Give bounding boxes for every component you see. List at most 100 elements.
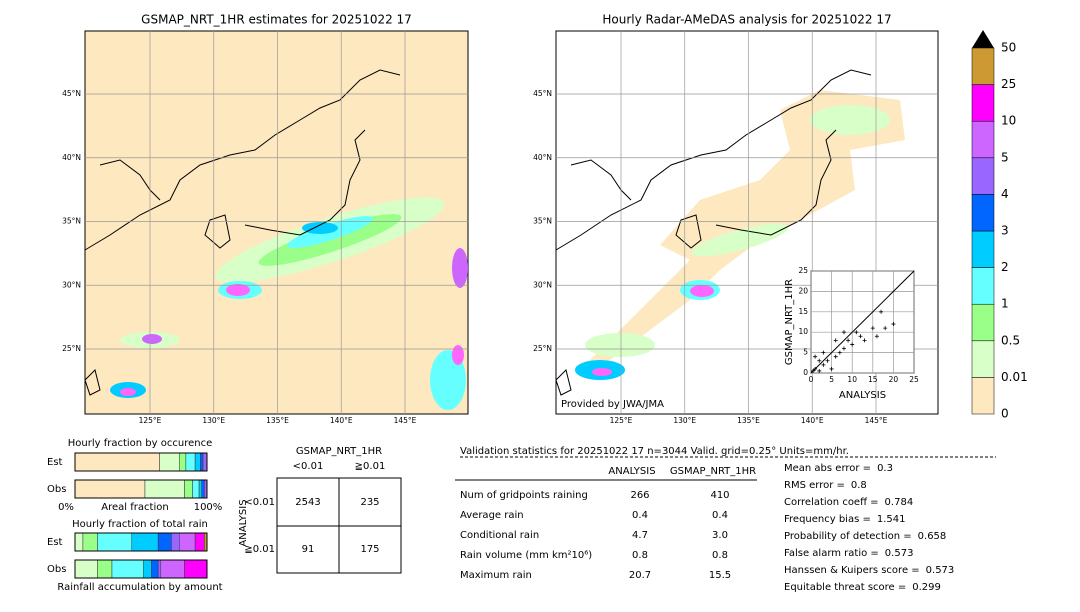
colorbar-label: 1 [1001,297,1009,311]
stat-label: Rain volume (mm km²10⁶) [460,550,592,561]
scatter-point [850,342,855,347]
lat-label: 45°N [62,89,81,98]
row-title: ANALYSIS [238,499,249,546]
axis-label: Rainfall accumulation by amount [57,582,222,593]
colorbar-label: 5 [1001,150,1009,164]
scatter-point [858,334,863,339]
bar-frame [74,479,208,499]
score-label: Hanssen & Kuipers score = [784,565,920,576]
bar-frame [74,559,208,579]
lon-label: 125°E [610,416,633,425]
row-label: <0.01 [244,497,275,508]
score-label: Correlation coeff = [784,497,879,508]
fraction-segment [179,532,196,552]
panel-title: Hourly fraction of total rain [72,519,208,530]
scatter-point [883,326,888,331]
colorbar-label: 4 [1001,187,1009,201]
colorbar-label: 0.5 [1001,333,1020,347]
fraction-segment [160,559,185,579]
x-tick-label: 5 [829,375,834,384]
scatter-point [813,354,818,359]
x-tick-label: 20 [889,375,899,384]
colorbar-label: 3 [1001,224,1009,238]
scatter-point [833,354,838,359]
stat-label: Average rain [460,510,524,521]
fraction-segment [97,559,113,579]
y-tick-label: 20 [798,286,808,295]
fraction-segment [194,452,201,472]
scatter-point [829,366,834,371]
diagonal [810,270,915,374]
scatter-point [854,330,859,335]
fraction-segment [179,452,187,472]
fraction-segment [198,479,202,499]
stat-value: 410 [710,490,729,501]
x-tick-label: 0 [809,375,814,384]
stat-label: Maximum rain [460,570,532,581]
map-title: Hourly Radar-AMeDAS analysis for 2025102… [602,13,891,27]
scatter-point [841,330,846,335]
colorbar-label: 0.01 [1001,370,1028,384]
colorbar-segment [971,84,995,122]
lon-label: 145°E [394,416,417,425]
stat-value: 4.7 [632,530,648,541]
score-value: 0.658 [918,531,947,542]
row-label: Est [47,457,63,468]
score-value: 0.3 [877,463,893,474]
y-tick-label: 10 [798,327,808,336]
lon-label: 140°E [801,416,824,425]
axis-label: 0% [58,502,74,513]
fraction-segment [144,479,185,499]
scatter-point [837,350,842,355]
fraction-segment [131,532,159,552]
lat-label: 40°N [533,153,552,162]
fraction-segment [192,479,200,499]
lon-label: 130°E [673,416,696,425]
stat-value: 0.4 [632,510,648,521]
lat-label: 25°N [62,344,81,353]
score-label: Equitable threat score = [784,582,906,593]
stat-label: Conditional rain [460,530,539,541]
lat-label: 25°N [533,344,552,353]
bar-frame [74,452,208,472]
fraction-segment [157,559,162,579]
score-value: 0.784 [885,497,914,508]
fraction-segment [157,532,172,552]
column-label: GSMAP_NRT_1HR [670,466,756,477]
row-label: Obs [47,484,66,495]
colorbar-segment [971,157,995,195]
lat-label: 35°N [533,217,552,226]
lat-label: 40°N [62,153,81,162]
fraction-segment [111,559,144,579]
score-value: 0.573 [885,548,914,559]
x-tick-label: 25 [909,375,919,384]
fraction-segment [151,559,159,579]
fraction-segment [74,479,146,499]
fraction-segment [184,479,193,499]
colorbar-segment [971,340,995,378]
bar-frame [74,532,208,552]
scatter-point [841,346,846,351]
score-label: Frequency bias = [784,514,871,525]
row-label: ≧0.01 [244,544,275,555]
scatter-point [817,368,822,373]
scatter-point [833,338,838,343]
stat-value: 20.7 [629,570,651,581]
table-title: GSMAP_NRT_1HR [296,446,382,457]
stat-value: 15.5 [709,570,731,581]
score-label: Probability of detection = [784,531,912,542]
column-label: ≧0.01 [355,461,386,472]
y-tick-label: 25 [798,266,808,275]
y-tick-label: 15 [798,307,808,316]
fraction-segment [159,452,180,472]
lon-label: 135°E [266,416,289,425]
scatter-point [813,366,818,371]
lat-label: 35°N [62,217,81,226]
lon-label: 125°E [139,416,162,425]
y-tick-label: 0 [803,368,808,377]
y-axis-label: GSMAP_NRT_1HR [784,279,795,365]
colorbar-segment [971,377,995,415]
fraction-segment [185,452,196,472]
credit: Provided by JWA/JMA [561,399,664,410]
